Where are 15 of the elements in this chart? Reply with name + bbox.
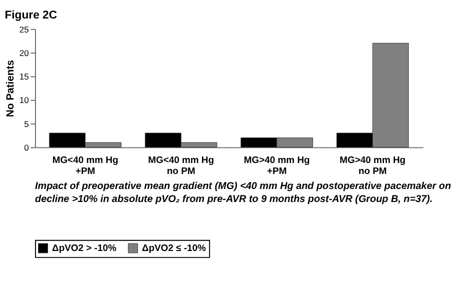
legend-label: ΔpVO2 > -10% (52, 243, 117, 254)
y-tick-label: 0 (24, 142, 30, 153)
x-tick-label: MG>40 mm Hg +PM (244, 154, 310, 178)
text: Impact of preoperative mean gradient (MG) <40 mm Hg and postoperative pacemaker on decline >10% in absolute pVO₂ from pre-AVR to 9 months post-AVR (Group B, n=37). (35, 180, 452, 206)
y-tick-label: 5 (24, 118, 30, 129)
chart-title: Figure 2C (4, 10, 58, 22)
y-tick-label: 25 (19, 24, 30, 34)
y-tick-label: 20 (19, 48, 30, 58)
x-tick-label: MG<40 mm Hg +PM (52, 154, 118, 178)
y-tick-label: 10 (19, 95, 30, 106)
y-tick-label: 15 (19, 72, 30, 82)
y-axis-title: No Patients (6, 60, 17, 118)
legend-label: ΔpVO2 ≤ -10% (142, 243, 207, 254)
x-tick-label: MG<40 mm Hg no PM (148, 154, 214, 178)
x-tick-label: MG>40 mm Hg no PM (340, 154, 406, 178)
